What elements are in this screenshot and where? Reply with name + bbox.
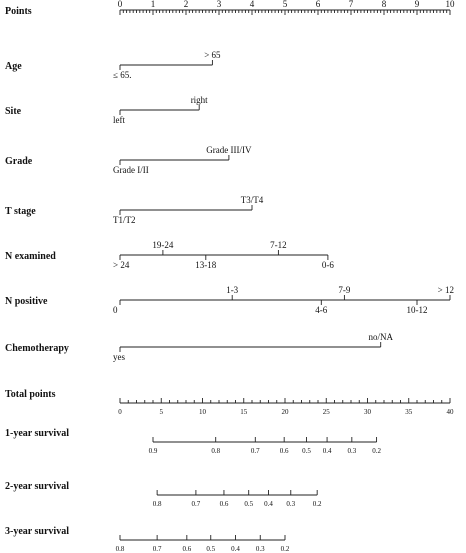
- total-points-tick-label: 0: [118, 408, 122, 416]
- survival-tick-label: 0.8: [116, 545, 125, 553]
- predictor-level-label: T3/T4: [241, 195, 264, 205]
- predictor-level-label: Grade III/IV: [206, 145, 252, 155]
- points-tick-label: 8: [382, 0, 387, 9]
- survival-tick-label: 0.3: [256, 545, 265, 553]
- points-tick-label: 9: [415, 0, 420, 9]
- survival-tick-label: 0.2: [313, 500, 322, 508]
- total-points-tick-label: 15: [240, 408, 248, 416]
- points-tick-label: 1: [151, 0, 156, 9]
- survival-tick-label: 0.7: [153, 545, 162, 553]
- points-tick-label: 6: [316, 0, 321, 9]
- predictor-level-label: 10-12: [407, 305, 428, 315]
- points-axis-label: Points: [5, 6, 32, 17]
- points-tick-label: 0: [118, 0, 123, 9]
- total-points-tick-label: 10: [199, 408, 207, 416]
- predictor-label: Grade: [5, 156, 33, 167]
- total-points-label: Total points: [5, 389, 56, 400]
- survival-tick-label: 0.5: [302, 447, 311, 455]
- predictor-label: Age: [5, 61, 22, 72]
- survival-axis-label: 3-year survival: [5, 526, 69, 537]
- survival-tick-label: 0.4: [231, 545, 240, 553]
- points-tick-label: 7: [349, 0, 354, 9]
- points-tick-label: 2: [184, 0, 189, 9]
- survival-tick-label: 0.8: [153, 500, 162, 508]
- predictor-level-label: > 65: [204, 50, 221, 60]
- survival-axis-label: 2-year survival: [5, 481, 69, 492]
- predictor-level-label: ≤ 65.: [113, 70, 131, 80]
- survival-tick-label: 0.6: [220, 500, 229, 508]
- predictor-label: Site: [5, 106, 22, 117]
- predictor-level-label: no/NA: [368, 332, 393, 342]
- total-points-tick-label: 30: [364, 408, 372, 416]
- points-tick-label: 3: [217, 0, 222, 9]
- survival-tick-label: 0.4: [323, 447, 332, 455]
- survival-tick-label: 0.7: [251, 447, 260, 455]
- points-tick-label: 4: [250, 0, 255, 9]
- total-points-tick-label: 25: [323, 408, 331, 416]
- predictor-level-label: 7-9: [338, 285, 350, 295]
- total-points-tick-label: 35: [405, 408, 413, 416]
- predictor-level-label: yes: [113, 352, 125, 362]
- predictor-level-label: 1-3: [226, 285, 238, 295]
- predictor-level-label: left: [113, 115, 125, 125]
- total-points-tick-label: 20: [282, 408, 290, 416]
- survival-tick-label: 0.5: [206, 545, 215, 553]
- predictor-level-label: 7-12: [270, 240, 287, 250]
- points-tick-label: 10: [446, 0, 456, 9]
- predictor-label: N examined: [5, 251, 56, 262]
- predictor-level-label: T1/T2: [113, 215, 136, 225]
- survival-axis-label: 1-year survival: [5, 428, 69, 439]
- predictor-level-label: 0: [113, 305, 118, 315]
- predictor-label: T stage: [5, 206, 36, 217]
- predictor-level-label: 0-6: [322, 260, 334, 270]
- survival-tick-label: 0.3: [347, 447, 356, 455]
- survival-tick-label: 0.4: [264, 500, 273, 508]
- predictor-level-label: > 24: [113, 260, 130, 270]
- survival-tick-label: 0.8: [211, 447, 220, 455]
- predictor-level-label: 4-6: [315, 305, 327, 315]
- total-points-tick-label: 40: [447, 408, 455, 416]
- survival-tick-label: 0.6: [182, 545, 191, 553]
- predictor-label: N positive: [5, 296, 48, 307]
- predictor-level-label: right: [191, 95, 208, 105]
- survival-tick-label: 0.3: [286, 500, 295, 508]
- survival-tick-label: 0.7: [192, 500, 201, 508]
- total-points-tick-label: 5: [160, 408, 164, 416]
- predictor-label: Chemotherapy: [5, 343, 69, 354]
- survival-tick-label: 0.9: [149, 447, 158, 455]
- survival-tick-label: 0.5: [244, 500, 253, 508]
- predictor-level-label: > 12: [438, 285, 454, 295]
- predictor-level-label: 13-18: [195, 260, 216, 270]
- predictor-level-label: Grade I/II: [113, 165, 149, 175]
- predictor-level-label: 19-24: [152, 240, 173, 250]
- survival-tick-label: 0.2: [281, 545, 290, 553]
- survival-tick-label: 0.2: [372, 447, 381, 455]
- survival-tick-label: 0.6: [280, 447, 289, 455]
- points-tick-label: 5: [283, 0, 288, 9]
